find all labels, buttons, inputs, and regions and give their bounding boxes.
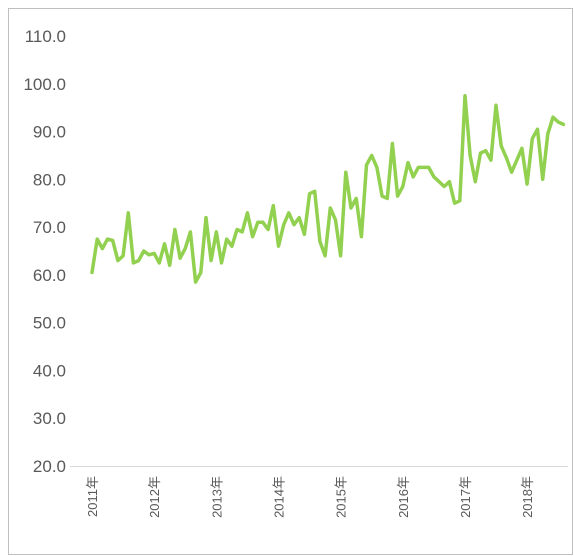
- y-tick-label: 60.0: [33, 266, 66, 285]
- data-line: [90, 93, 566, 284]
- y-tick-label: 20.0: [33, 457, 66, 476]
- y-tick-label: 80.0: [33, 170, 66, 189]
- x-tick-label: 2011年: [85, 476, 100, 517]
- x-tick-label: 2014年: [271, 476, 286, 518]
- x-tick-label: 2018年: [520, 476, 535, 518]
- y-tick-label: 70.0: [33, 218, 66, 237]
- y-tick-label: 110.0: [25, 27, 66, 46]
- y-tick-label: 30.0: [33, 409, 66, 428]
- x-tick-label: 2013年: [209, 476, 224, 518]
- chart-frame: [8, 8, 573, 555]
- x-tick-label: 2012年: [147, 476, 162, 518]
- x-tick-label: 2015年: [334, 476, 349, 518]
- y-tick-label: 90.0: [33, 123, 66, 142]
- y-tick-label: 40.0: [33, 361, 66, 380]
- x-tick-label: 2016年: [396, 476, 411, 518]
- x-tick-label: 2017年: [458, 476, 473, 518]
- y-tick-label: 50.0: [33, 314, 66, 333]
- y-tick-label: 100.0: [23, 75, 66, 94]
